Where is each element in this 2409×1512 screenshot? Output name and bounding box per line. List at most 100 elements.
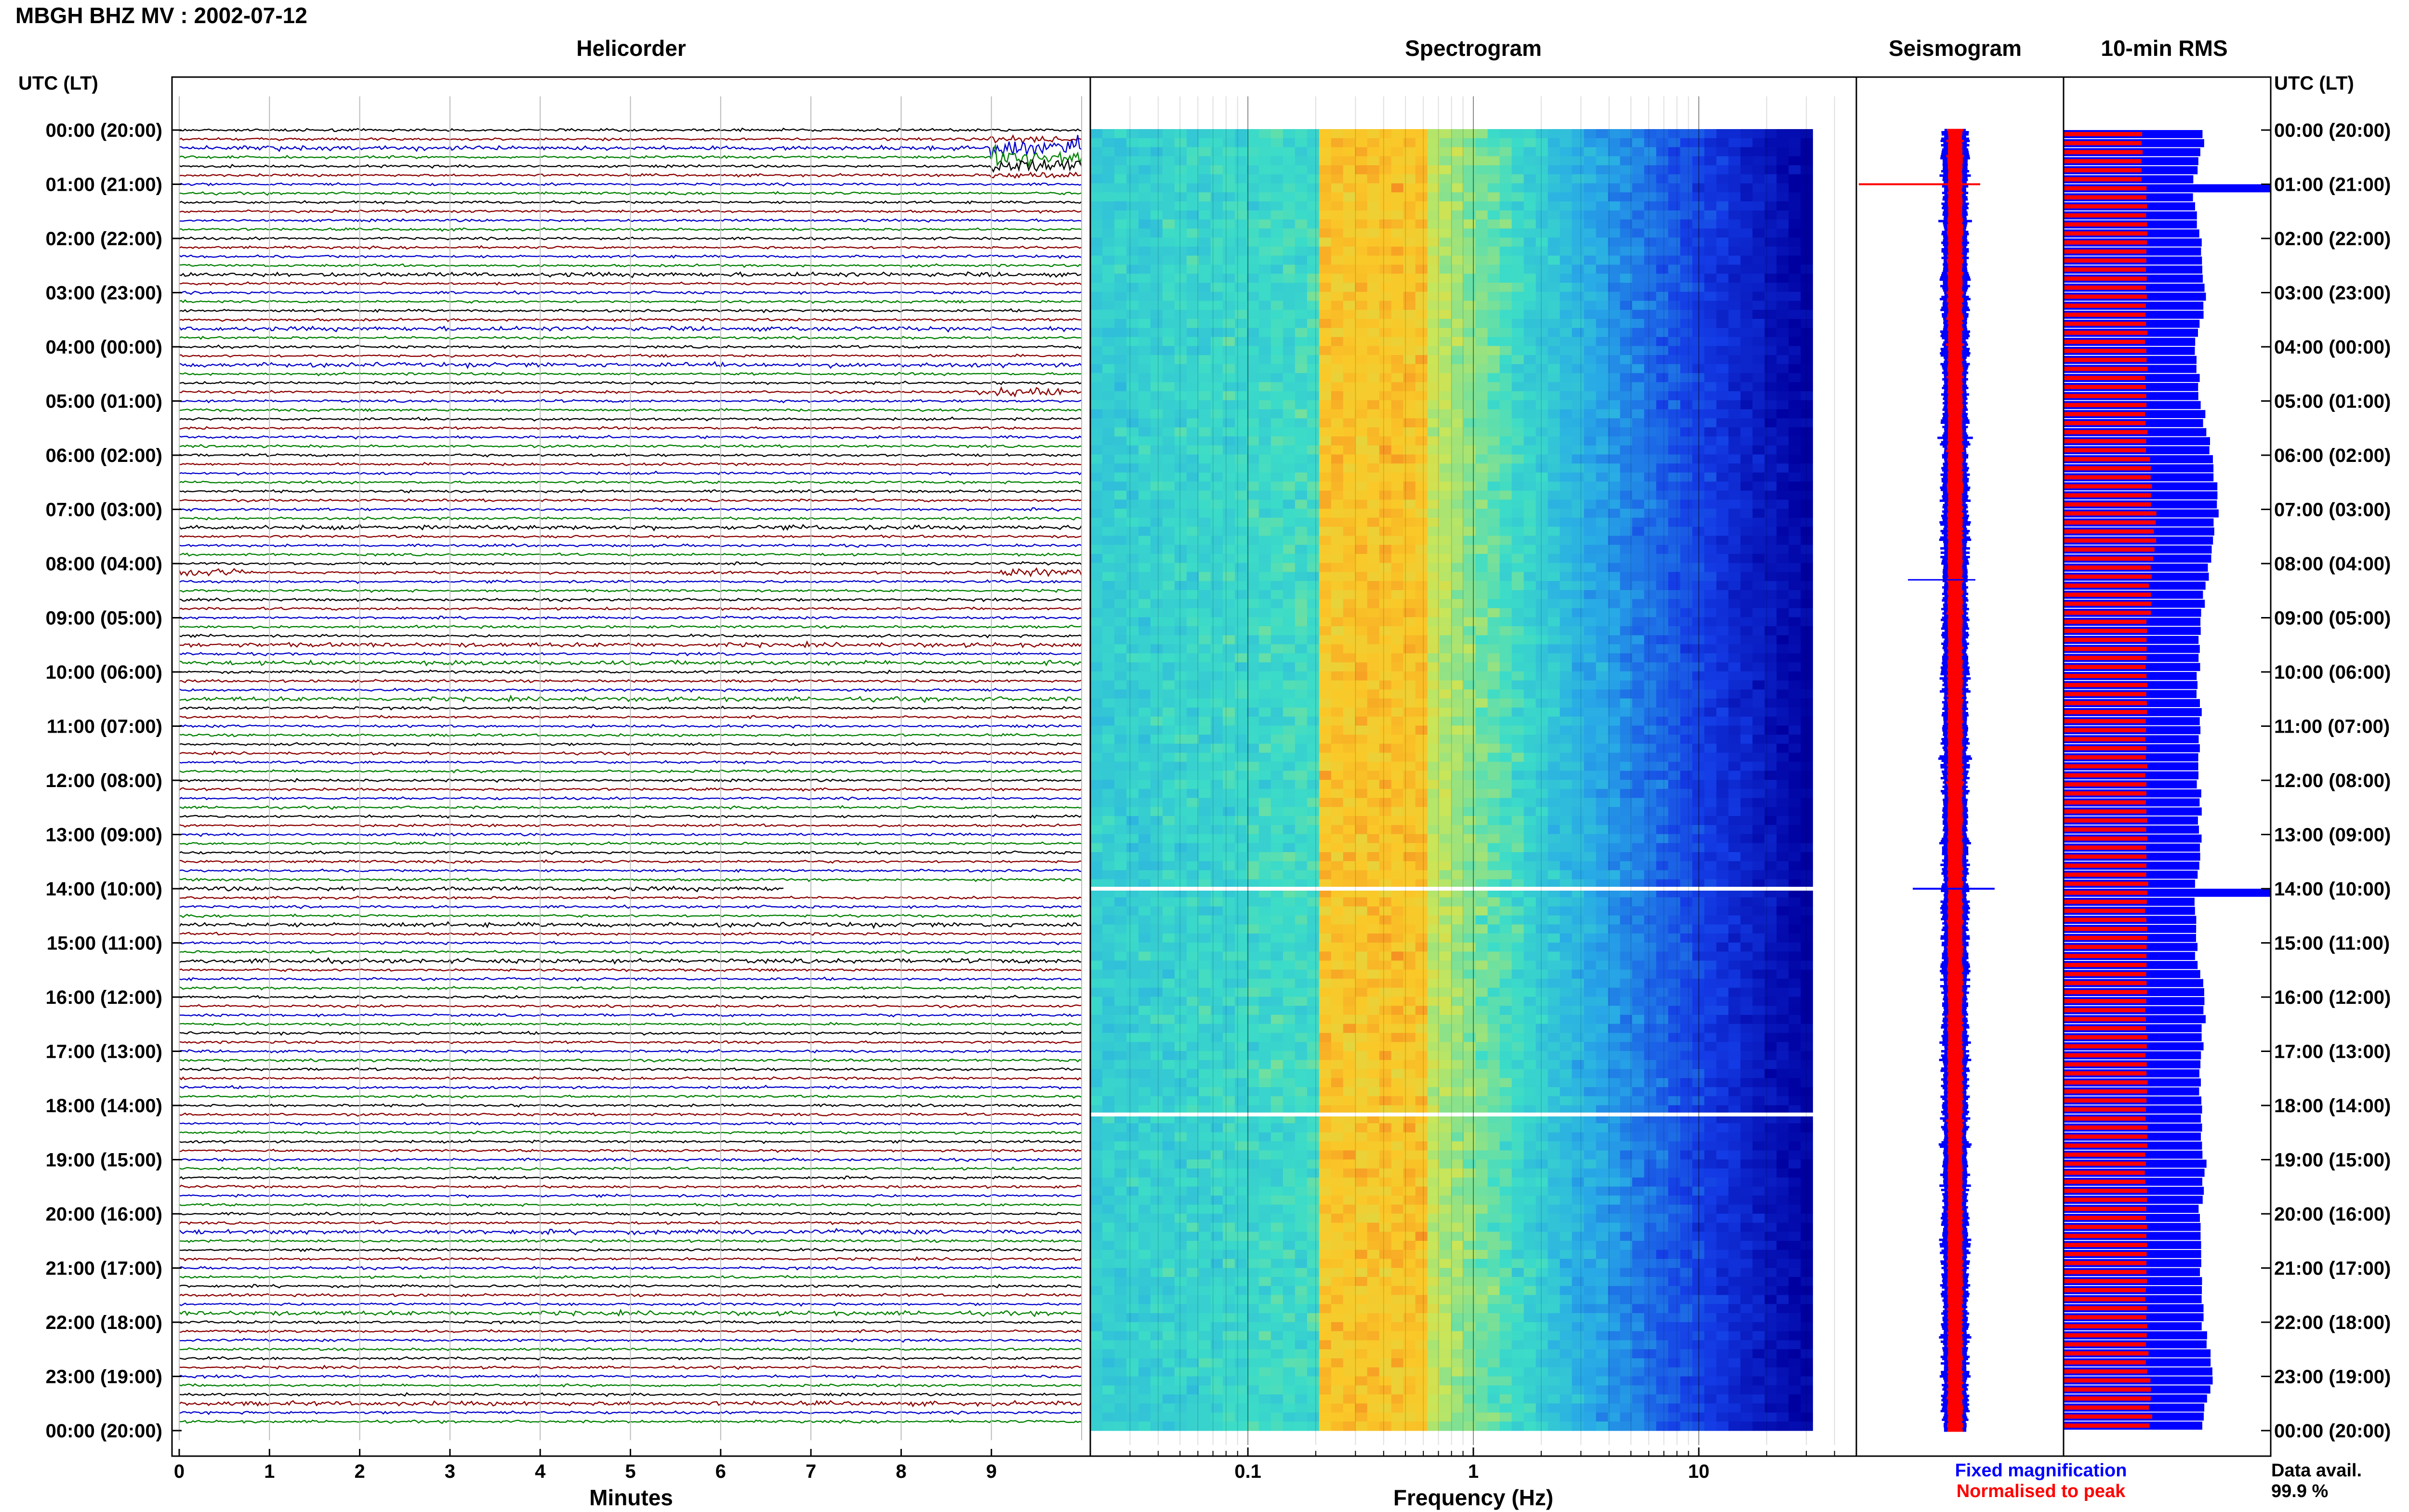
spectrogram-cell — [1234, 228, 1247, 238]
spectrogram-cell — [1114, 590, 1127, 600]
spectrogram-cell — [1114, 1204, 1127, 1214]
spectrogram-cell — [1451, 1412, 1464, 1422]
spectrogram-cell — [1403, 481, 1416, 491]
spectrogram-cell — [1246, 319, 1259, 329]
spectrogram-cell — [1186, 1223, 1199, 1232]
spectrogram-cell — [1283, 834, 1296, 843]
spectrogram-cell — [1271, 644, 1284, 654]
spectrogram-cell — [1355, 301, 1368, 310]
spectrogram-cell — [1451, 1123, 1464, 1133]
spectrogram-cell — [1162, 283, 1175, 292]
spectrogram-cell — [1186, 1412, 1199, 1422]
spectrogram-cell — [1246, 1159, 1259, 1169]
spectrogram-cell — [1162, 644, 1175, 654]
spectrogram-cell — [1283, 1213, 1296, 1223]
spectrogram-cell — [1415, 1259, 1428, 1268]
spectrogram-cell — [1210, 1394, 1223, 1404]
spectrogram-cell — [1439, 545, 1452, 554]
spectrogram-cell — [1439, 653, 1452, 663]
spectrogram-cell — [1463, 635, 1476, 645]
spectrogram-cell — [1222, 463, 1235, 473]
spectrogram-cell — [1391, 978, 1404, 988]
spectrogram-cell — [1283, 1060, 1296, 1070]
spectrogram-cell — [1403, 1014, 1416, 1025]
spectrogram-cell — [1331, 328, 1344, 338]
spectrogram-cell — [1271, 680, 1284, 690]
spectrogram-cell — [1307, 1322, 1320, 1332]
spectrogram-cell — [1258, 500, 1271, 509]
spectrogram-cell — [1331, 1313, 1344, 1323]
spectrogram-cell — [1487, 301, 1500, 310]
spectrogram-cell — [1210, 888, 1223, 898]
spectrogram-cell — [1174, 816, 1187, 826]
spectrogram-cell — [1307, 888, 1320, 898]
spectrogram-cell — [1379, 906, 1392, 916]
spectrogram-cell — [1186, 400, 1199, 410]
spectrogram-cell — [1271, 454, 1284, 464]
spectrogram-cell — [1222, 445, 1235, 455]
spectrogram-cell — [1210, 183, 1223, 193]
spectrogram-cell — [1138, 590, 1151, 600]
spectrogram-cell — [1367, 1204, 1380, 1214]
spectrogram-cell — [1271, 861, 1284, 871]
spectrogram-cell — [1150, 129, 1163, 139]
spectrogram-cell — [1271, 689, 1284, 699]
spectrogram-cell — [1403, 1042, 1416, 1052]
spectrogram-cell — [1427, 1241, 1440, 1250]
spectrogram-cell — [1295, 319, 1308, 329]
spectrogram-cell — [1126, 328, 1139, 338]
spectrogram-cell — [1415, 165, 1428, 175]
spectrogram-cell — [1246, 310, 1259, 319]
spectrogram-cell — [1451, 563, 1464, 573]
spectrogram-cell — [1307, 201, 1320, 211]
spectrogram-cell — [1271, 526, 1284, 536]
spectrogram-cell — [1343, 834, 1356, 843]
spectrogram-cell — [1258, 481, 1271, 491]
spectrogram-cell — [1222, 897, 1235, 907]
spectrogram-cell — [1186, 563, 1199, 573]
spectrogram-cell — [1487, 644, 1500, 654]
spectrogram-cell — [1234, 310, 1247, 319]
spectrogram-cell — [1391, 1087, 1404, 1097]
spectrogram-cell — [1186, 454, 1199, 464]
spectrogram-cell — [1439, 255, 1452, 265]
spectrogram-cell — [1126, 644, 1139, 654]
spectrogram-cell — [1271, 138, 1284, 148]
spectrogram-cell — [1114, 500, 1127, 509]
spectrogram-cell — [1102, 933, 1115, 943]
spectrogram-cell — [1222, 1295, 1235, 1304]
spectrogram-cell — [1162, 1340, 1175, 1350]
spectrogram-cell — [1162, 129, 1175, 139]
spectrogram-cell — [1463, 1313, 1476, 1323]
spectrogram-cell — [1246, 526, 1259, 536]
spectrogram-cell — [1150, 743, 1163, 753]
spectrogram-cell — [1222, 1259, 1235, 1268]
spectrogram-cell — [1355, 1277, 1368, 1287]
spectrogram-cell — [1090, 1223, 1103, 1232]
spectrogram-cell — [1234, 509, 1247, 518]
spectrogram-cell — [1355, 246, 1368, 256]
spectrogram-cell — [1102, 210, 1115, 220]
spectrogram-cell — [1295, 418, 1308, 428]
spectrogram-cell — [1150, 653, 1163, 663]
spectrogram-cell — [1138, 463, 1151, 473]
spectrogram-cell — [1174, 563, 1187, 573]
spectrogram-cell — [1307, 509, 1320, 518]
spectrogram-cell — [1186, 662, 1199, 672]
spectrogram-cell — [1162, 834, 1175, 843]
spectrogram-cell — [1415, 617, 1428, 627]
spectrogram-cell — [1403, 1331, 1416, 1341]
spectrogram-cell — [1174, 463, 1187, 473]
spectrogram-cell — [1355, 762, 1368, 771]
spectrogram-cell — [1391, 301, 1404, 310]
spectrogram-cell — [1114, 978, 1127, 988]
spectrogram-cell — [1090, 192, 1103, 202]
spectrogram-cell — [1210, 301, 1223, 310]
spectrogram-cell — [1186, 942, 1199, 952]
spectrogram-cell — [1283, 978, 1296, 988]
spectrogram-cell — [1246, 689, 1259, 699]
spectrogram-cell — [1319, 1042, 1332, 1052]
spectrogram-cell — [1295, 445, 1308, 455]
spectrogram-cell — [1102, 1024, 1115, 1033]
spectrogram-cell — [1415, 924, 1428, 934]
